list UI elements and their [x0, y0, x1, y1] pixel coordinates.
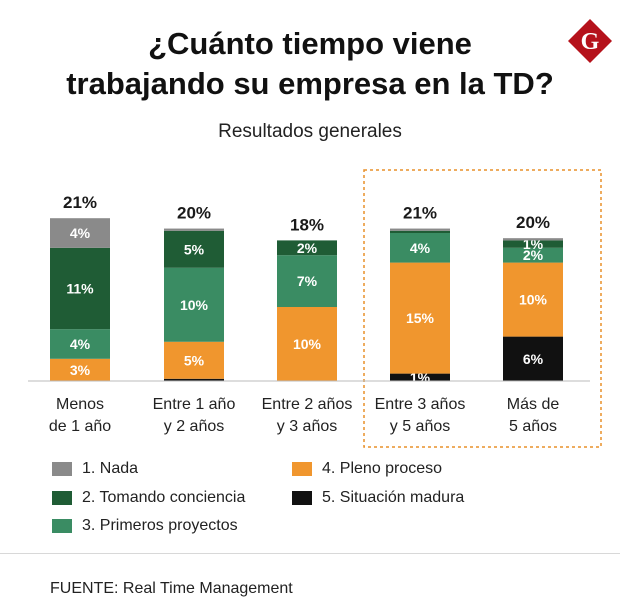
legend-item-primeros: 3. Primeros proyectos [52, 517, 238, 535]
bar-label-pleno-1: 5% [184, 352, 205, 368]
logo-diamond [568, 19, 612, 63]
bar-segment-primeros-0 [50, 329, 110, 359]
legend-label-nada: 1. Nada [82, 460, 139, 477]
bar-segment-madura-3 [390, 373, 450, 381]
bar-total-3: 21% [403, 204, 437, 223]
title-line-2: trabajando su empresa en la TD? [66, 66, 554, 101]
legend-swatch-primeros [52, 519, 72, 533]
highlight-box [363, 169, 602, 448]
bar-label-primeros-1: 10% [180, 297, 209, 313]
legend-swatch-pleno [292, 462, 312, 476]
bar-total-2: 18% [290, 215, 324, 234]
chart-subtitle: Resultados generales [218, 121, 402, 142]
category-label-0-1: de 1 año [49, 418, 111, 435]
bar-segment-pleno-1 [164, 341, 224, 379]
bar-label-pleno-0: 3% [70, 362, 91, 378]
bar-segment-tomando-3 [390, 230, 450, 233]
bar-label-primeros-4: 2% [523, 247, 544, 263]
legend-item-pleno: 4. Pleno proceso [292, 460, 442, 478]
bar-segment-nada-0 [50, 218, 110, 248]
bar-segment-primeros-3 [390, 233, 450, 263]
bar-label-tomando-1: 5% [184, 241, 205, 257]
category-label-1-0: Entre 1 año [153, 396, 236, 413]
legend-label-tomando: 2. Tomando conciencia [82, 489, 246, 506]
legend-label-madura: 5. Situación madura [322, 489, 465, 506]
bar-total-1: 20% [177, 204, 211, 223]
bar-segment-tomando-0 [50, 247, 110, 330]
bar-segment-madura-1 [164, 378, 224, 381]
bar-label-nada-0: 4% [70, 225, 91, 241]
bar-label-primeros-0: 4% [70, 336, 91, 352]
category-label-3-1: y 5 años [390, 418, 450, 435]
chart-title: ¿Cuánto tiempo viene trabajando su empre… [0, 24, 620, 104]
category-label-2-1: y 3 años [277, 418, 337, 435]
legend-swatch-nada [52, 462, 72, 476]
bar-segment-pleno-0 [50, 358, 110, 381]
logo-letter: G [581, 29, 600, 55]
footer-divider [0, 553, 620, 554]
bar-segment-primeros-2 [277, 255, 337, 307]
bar-segment-tomando-2 [277, 240, 337, 256]
bar-total-4: 20% [516, 213, 550, 232]
bar-segment-nada-3 [390, 228, 450, 231]
bar-segment-pleno-4 [503, 262, 563, 337]
legend-item-madura: 5. Situación madura [292, 489, 464, 507]
category-label-3-0: Entre 3 años [375, 396, 466, 413]
category-label-4-0: Más de [507, 396, 560, 413]
bar-label-madura-4: 6% [523, 351, 544, 367]
bar-label-primeros-3: 4% [410, 240, 431, 256]
legend-label-pleno: 4. Pleno proceso [322, 460, 443, 477]
stacked-bar-chart: 3% 4% 11% 4% 21% Menos de 1 año 5% 10% 5% 20% Entre… [28, 169, 602, 448]
bar-segment-nada-1 [164, 228, 224, 231]
bar-segment-nada-4 [503, 238, 563, 241]
bar-label-tomando-0: 11% [66, 281, 94, 297]
bar-label-pleno-3: 15% [406, 310, 435, 326]
legend-item-nada: 1. Nada [52, 460, 138, 478]
bar-segment-primeros-4 [503, 247, 563, 263]
bar-total-0: 21% [63, 193, 97, 212]
category-label-0-0: Menos [56, 396, 104, 413]
legend-label-primeros: 3. Primeros proyectos [82, 517, 238, 534]
legend-swatch-madura [292, 491, 312, 505]
bar-label-tomando-2: 2% [297, 240, 318, 256]
source-note: FUENTE: Real Time Management [50, 580, 293, 597]
bar-segment-pleno-2 [277, 307, 337, 381]
legend-swatch-tomando [52, 491, 72, 505]
category-label-2-0: Entre 2 años [262, 396, 353, 413]
category-label-1-1: y 2 años [164, 418, 224, 435]
legend-item-tomando: 2. Tomando conciencia [52, 489, 245, 507]
bar-segment-tomando-4 [503, 240, 563, 248]
category-label-4-1: 5 años [509, 418, 557, 435]
title-line-1: ¿Cuánto tiempo viene [148, 26, 472, 61]
bar-segment-primeros-1 [164, 267, 224, 342]
gestion-logo-icon: G [568, 19, 612, 63]
bar-label-pleno-2: 10% [293, 336, 322, 352]
bar-label-pleno-4: 10% [519, 292, 548, 308]
bar-segment-madura-4 [503, 336, 563, 381]
bar-label-primeros-2: 7% [297, 273, 318, 289]
legend: 1. Nada 2. Tomando conciencia 3. Primero… [0, 460, 620, 540]
bar-segment-tomando-1 [164, 230, 224, 268]
bar-segment-pleno-3 [390, 262, 450, 374]
